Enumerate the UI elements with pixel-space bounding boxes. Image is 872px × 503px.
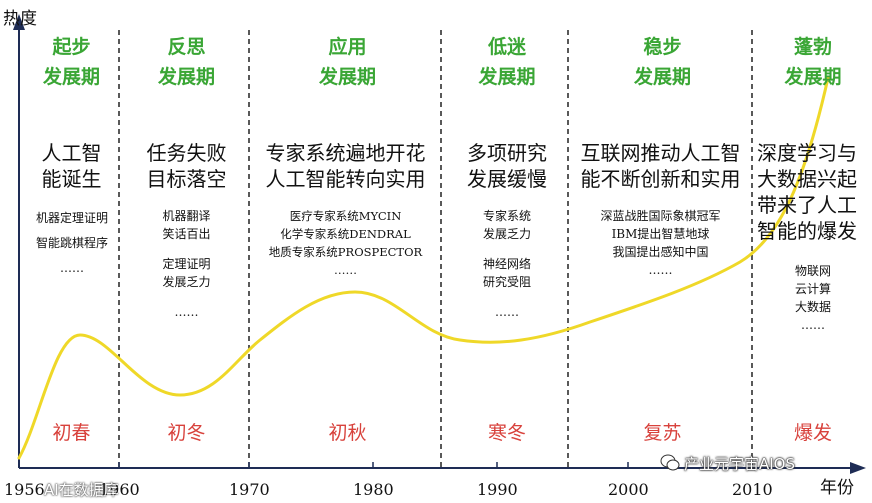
phase-1-heading: 人工智 能诞生 xyxy=(24,140,119,192)
phase-5-details: 深蓝战胜国际象棋冠军 IBM提出智慧地球 我国提出感知中国 …… xyxy=(569,207,752,279)
phase-2-detail: 发展乏力 xyxy=(162,275,211,289)
phase-5-detail: 深蓝战胜国际象棋冠军 xyxy=(600,209,721,223)
phase-6-heading-line: 智能的爆发 xyxy=(757,219,857,243)
phase-2-heading-line: 任务失败 xyxy=(146,141,227,165)
year-1990: 1990 xyxy=(477,480,518,499)
phase-3-detail: 医疗专家系统MYCIN xyxy=(289,209,402,223)
phase-4-heading-line: 多项研究 xyxy=(467,141,547,165)
phase-3-detail: 化学专家系统DENDRAL xyxy=(280,227,411,241)
phase-2-line1: 反思 xyxy=(167,36,206,58)
phase-4-detail: 研究受阻 xyxy=(482,275,531,289)
watermark-left: AI在数据库 xyxy=(44,481,119,499)
phase-3-detail: …… xyxy=(334,263,357,277)
phase-5-title: 稳步 发展期 xyxy=(573,32,752,92)
y-axis-arrow-icon xyxy=(13,14,25,30)
phase-6-detail: 大数据 xyxy=(794,300,831,314)
phase-3-line1: 应用 xyxy=(328,36,367,58)
phase-6-detail: …… xyxy=(801,318,825,332)
phase-2-details: 机器翻译 笑话百出 定理证明 发展乏力 …… xyxy=(124,207,249,321)
phase-3-heading-line: 人工智能转向实用 xyxy=(265,167,426,191)
phase-4-line2: 发展期 xyxy=(478,66,536,88)
phase-2-season: 初冬 xyxy=(167,422,206,444)
phase-4-title: 低迷 发展期 xyxy=(446,32,568,92)
phase-4-details: 专家系统 发展乏力 神经网络 研究受阻 …… xyxy=(446,207,568,321)
phase-4-detail: 发展乏力 xyxy=(482,227,531,241)
phase-2-heading: 任务失败 目标落空 xyxy=(124,140,249,192)
wechat-icon xyxy=(660,453,680,473)
phase-6-heading-line: 深度学习与 xyxy=(757,141,857,165)
phase-3-heading: 专家系统遍地开花 人工智能转向实用 xyxy=(250,140,441,192)
phase-1-line2: 发展期 xyxy=(42,66,100,88)
phase-2-detail: …… xyxy=(174,305,199,319)
phase-4-heading: 多项研究 发展缓慢 xyxy=(446,140,568,192)
phase-3-line2: 发展期 xyxy=(318,66,376,88)
phase-1-title: 起步 发展期 xyxy=(24,32,119,92)
phase-1-heading-line: 人工智 xyxy=(41,141,102,165)
phase-2-line2: 发展期 xyxy=(157,66,215,88)
phase-3-season: 初秋 xyxy=(328,422,367,444)
phase-6-title: 蓬勃 发展期 xyxy=(757,32,869,92)
heat-curve xyxy=(17,76,830,460)
phase-4-season: 寒冬 xyxy=(487,422,526,444)
phase-2-detail: 笑话百出 xyxy=(162,227,211,241)
phase-5-line2: 发展期 xyxy=(633,66,691,88)
phase-4-detail: 神经网络 xyxy=(482,257,531,271)
year-2000: 2000 xyxy=(608,480,649,499)
phase-5-line1: 稳步 xyxy=(643,36,682,58)
x-axis-label: 年份 xyxy=(820,478,854,498)
phase-6-heading-line: 带来了人工 xyxy=(757,193,857,217)
phase-2-heading-line: 目标落空 xyxy=(146,167,227,191)
phase-6-heading-line: 大数据兴起 xyxy=(757,167,857,191)
phase-6-detail: 物联网 xyxy=(794,264,831,278)
phase-6-line1: 蓬勃 xyxy=(793,36,832,58)
year-1960: 1960 xyxy=(99,480,140,499)
phase-5-heading-line: 互联网推动人工智 xyxy=(580,141,741,165)
phase-4-detail: …… xyxy=(495,305,519,319)
phase-5-heading: 互联网推动人工智 能不断创新和实用 xyxy=(569,140,752,192)
phase-5-detail: 我国提出感知中国 xyxy=(612,245,709,259)
phase-3-details: 医疗专家系统MYCIN 化学专家系统DENDRAL 地质专家系统PROSPECT… xyxy=(250,207,441,279)
phase-1-line1: 起步 xyxy=(52,36,91,58)
year-1956: 1956 xyxy=(4,480,45,499)
x-axis-arrow-icon xyxy=(850,462,866,474)
phase-6-detail: 云计算 xyxy=(794,282,831,296)
phase-6-heading: 深度学习与 大数据兴起 带来了人工 智能的爆发 xyxy=(757,140,869,244)
phase-5-heading-line: 能不断创新和实用 xyxy=(580,167,741,191)
phase-6-season: 爆发 xyxy=(793,422,832,444)
year-1980: 1980 xyxy=(353,480,394,499)
phase-1-heading-line: 能诞生 xyxy=(41,167,102,191)
phase-2-title: 反思 发展期 xyxy=(124,32,249,92)
phase-1-season: 初春 xyxy=(52,422,91,444)
phase-1-details: 机器定理证明 智能跳棋程序 …… xyxy=(20,206,124,281)
phase-2-detail: 定理证明 xyxy=(162,257,211,271)
phase-1-detail: 机器定理证明 xyxy=(35,211,108,225)
phase-6-line2: 发展期 xyxy=(784,66,842,88)
phase-4-heading-line: 发展缓慢 xyxy=(467,167,547,191)
phase-5-detail: …… xyxy=(648,263,673,277)
phase-3-detail: 地质专家系统PROSPECTOR xyxy=(268,245,423,259)
phase-2-detail: 机器翻译 xyxy=(162,209,211,223)
year-2010: 2010 xyxy=(732,480,773,499)
phase-5-detail: IBM提出智慧地球 xyxy=(611,227,710,241)
phase-1-detail: 智能跳棋程序 xyxy=(35,236,108,250)
phase-5-season: 复苏 xyxy=(643,422,682,444)
watermark-right: 产业元宇宙AIOS xyxy=(684,455,796,473)
phase-3-heading-line: 专家系统遍地开花 xyxy=(265,141,426,165)
phase-4-line1: 低迷 xyxy=(487,36,526,58)
phase-4-detail: 专家系统 xyxy=(482,209,531,223)
phase-6-details: 物联网 云计算 大数据 …… xyxy=(757,262,869,334)
y-axis-label: 热度 xyxy=(3,9,37,29)
year-1970: 1970 xyxy=(229,480,270,499)
phase-3-title: 应用 发展期 xyxy=(254,32,441,92)
phase-1-detail: …… xyxy=(60,261,84,275)
